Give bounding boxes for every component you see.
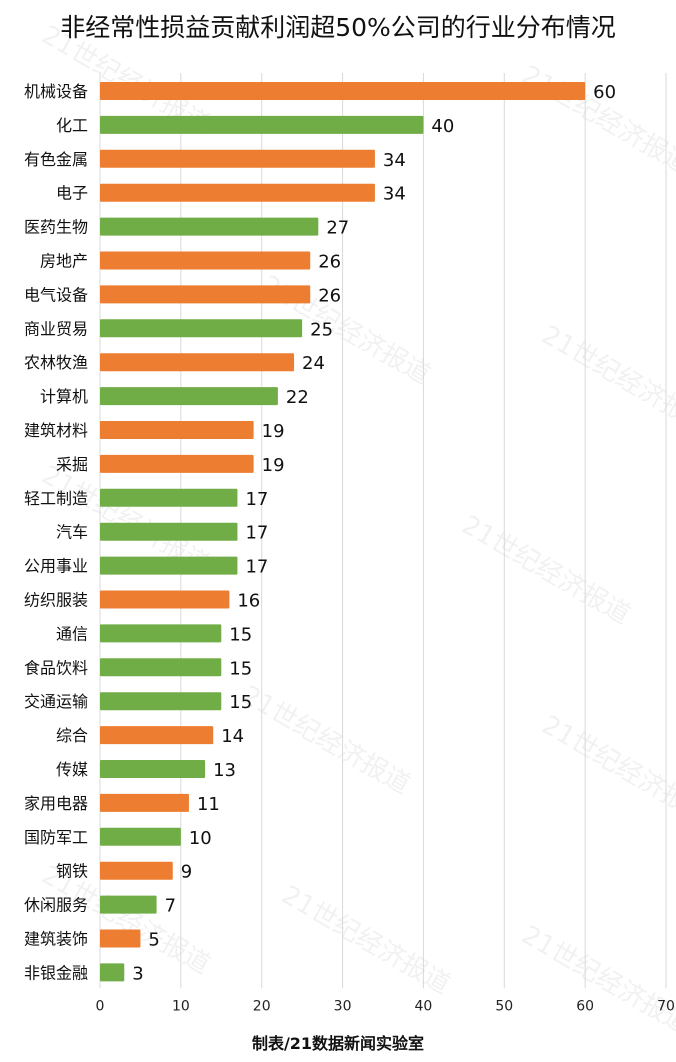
bar	[100, 929, 141, 948]
bar	[100, 522, 238, 541]
bar	[100, 624, 222, 643]
bar	[100, 793, 189, 812]
category-label: 休闲服务	[24, 896, 88, 915]
data-label: 19	[262, 455, 285, 476]
data-label: 15	[229, 692, 252, 713]
x-tick-label: 70	[657, 998, 675, 1014]
category-label: 钢铁	[56, 862, 88, 881]
bar	[100, 82, 586, 100]
data-label: 24	[302, 353, 325, 374]
bar	[100, 895, 157, 914]
data-label: 3	[132, 963, 143, 984]
data-label: 17	[245, 557, 268, 578]
category-label: 机械设备	[24, 82, 88, 101]
category-label: 食品饮料	[24, 658, 88, 677]
data-label: 15	[229, 624, 252, 645]
bar	[100, 353, 295, 372]
category-label: 电气设备	[24, 285, 88, 304]
bar	[100, 726, 214, 745]
data-label: 9	[181, 862, 192, 883]
x-tick-label: 40	[415, 998, 433, 1014]
watermark-text: 21世纪经济报道	[457, 510, 636, 631]
category-label: 汽车	[56, 523, 88, 542]
x-tick-label: 50	[495, 998, 513, 1014]
data-label: 40	[431, 116, 454, 137]
category-label: 采掘	[56, 455, 88, 474]
bar	[100, 285, 311, 304]
bar	[100, 658, 222, 677]
data-label: 26	[318, 285, 341, 306]
chart-source-footer: 制表/21数据新闻实验室	[251, 1034, 425, 1053]
bar	[100, 556, 238, 575]
bar	[100, 454, 254, 473]
bar	[100, 692, 222, 711]
data-label: 26	[318, 252, 341, 273]
category-label: 公用事业	[24, 557, 88, 576]
data-label: 15	[229, 658, 252, 679]
category-label: 传媒	[56, 760, 88, 779]
category-label: 非银金融	[24, 963, 88, 982]
data-label: 10	[189, 828, 212, 849]
x-tick-label: 20	[253, 998, 271, 1014]
watermark-text: 21世纪经济报道	[277, 880, 456, 1001]
watermark-text: 21世纪经济报道	[237, 680, 416, 801]
x-tick-label: 60	[576, 998, 594, 1014]
bar	[100, 387, 278, 406]
category-label: 国防军工	[24, 828, 88, 847]
data-label: 19	[262, 421, 285, 442]
category-label: 电子	[56, 184, 88, 203]
x-tick-label: 30	[334, 998, 352, 1014]
category-label: 综合	[56, 726, 88, 745]
bar	[100, 760, 206, 778]
data-label: 13	[213, 760, 236, 781]
bar	[100, 488, 238, 507]
data-label: 11	[197, 794, 220, 815]
category-label: 商业贸易	[24, 319, 88, 338]
category-label: 建筑材料	[24, 421, 88, 440]
category-label: 计算机	[40, 387, 88, 406]
watermark-text: 21世纪经济报道	[517, 60, 676, 181]
data-label: 34	[383, 150, 406, 171]
bar	[100, 827, 181, 846]
watermark-text: 21世纪经济报道	[517, 920, 676, 1041]
watermark-text: 21世纪经济报道	[537, 320, 676, 441]
x-tick-label: 0	[96, 998, 105, 1014]
bar	[100, 149, 375, 168]
category-label: 交通运输	[24, 692, 88, 711]
data-label: 17	[245, 489, 268, 510]
data-label: 60	[593, 82, 616, 103]
category-label: 通信	[56, 624, 88, 643]
data-label: 17	[245, 523, 268, 544]
bar	[100, 421, 254, 439]
bar	[100, 861, 173, 880]
bar	[100, 319, 303, 338]
data-label: 22	[286, 387, 309, 408]
bar	[100, 251, 311, 270]
bar	[100, 963, 125, 982]
data-label: 34	[383, 184, 406, 205]
bar	[100, 115, 424, 134]
data-label: 7	[165, 896, 176, 917]
category-label: 纺织服装	[24, 591, 88, 610]
bar	[100, 217, 319, 236]
category-label: 轻工制造	[24, 489, 88, 508]
data-label: 25	[310, 319, 333, 340]
data-label: 5	[148, 930, 159, 951]
data-label: 16	[237, 591, 260, 612]
bar	[100, 590, 230, 609]
category-label: 房地产	[40, 252, 88, 271]
chart-title: 非经常性损益贡献利润超50%公司的行业分布情况	[60, 13, 616, 42]
category-label: 建筑装饰	[24, 930, 88, 949]
category-label: 医药生物	[24, 218, 88, 237]
data-label: 27	[326, 218, 349, 239]
category-label: 农林牧渔	[24, 353, 88, 372]
x-tick-label: 10	[172, 998, 190, 1014]
category-label: 化工	[56, 116, 88, 135]
bar	[100, 183, 375, 202]
watermark-text: 21世纪经济报道	[537, 710, 676, 831]
category-label: 有色金属	[24, 150, 88, 169]
category-label: 家用电器	[24, 794, 88, 813]
data-label: 14	[221, 726, 244, 747]
